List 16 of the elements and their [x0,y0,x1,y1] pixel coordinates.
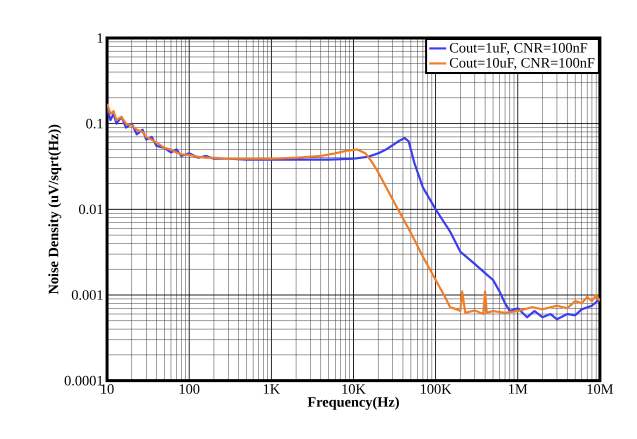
x-axis-title: Frequency(Hz) [308,396,399,410]
x-tick-label: 10K [342,384,366,394]
y-tick-label: 0.0001 [64,376,103,386]
legend-label: Cout=1uF, CNR=100nF [450,43,588,55]
y-tick-label: 1 [98,33,103,43]
x-tick-label: 100 [180,384,200,394]
x-tick-label: 10M [588,384,614,394]
x-tick-label: 10 [101,384,114,394]
x-tick-label: 1M [509,384,528,394]
legend-label: Cout=10uF, CNR=100nF [450,58,594,70]
x-tick-label: 1K [264,384,280,394]
y-tick-label: 0.001 [72,290,103,300]
x-tick-label: 100K [420,384,452,394]
y-axis-title: Noise Density (uV/sqrt(Hz)) [48,124,62,294]
y-tick-label: 0.01 [79,204,103,214]
y-tick-label: 0.1 [86,118,103,129]
